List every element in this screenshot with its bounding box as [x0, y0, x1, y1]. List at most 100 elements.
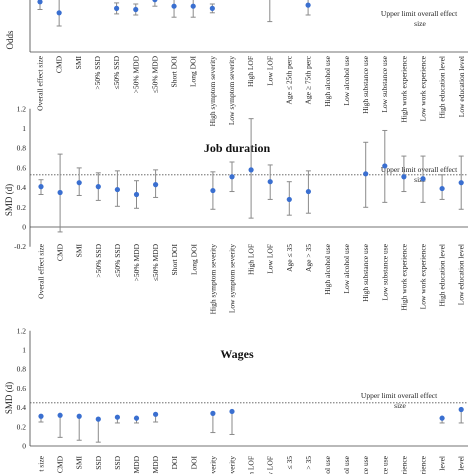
x-category-label: level	[457, 456, 466, 471]
y-axis-label: Odds	[5, 30, 15, 49]
x-category-label: Age > 35	[304, 244, 313, 272]
x-category-label: Short DOI	[170, 56, 179, 88]
x-category-label: ce use	[361, 455, 370, 474]
x-category-label: Low substance use	[380, 243, 389, 300]
x-category-label: Low LOF	[266, 244, 275, 274]
x-category-label: ≤50% MDD	[151, 243, 160, 281]
y-tick-label: 0.6	[17, 163, 27, 172]
x-category-label: Age ≤ 35	[285, 244, 294, 272]
data-point	[210, 410, 216, 416]
x-category-label: High substance use	[361, 55, 370, 114]
x-category-label: CMD	[55, 55, 64, 73]
x-category-label: High symptom severity	[208, 56, 217, 127]
x-category-label: ≤ 35	[285, 456, 294, 470]
data-point	[286, 196, 292, 203]
x-category-label: >50% MDD	[132, 243, 141, 281]
x-category-label: High LOF	[247, 244, 256, 275]
x-category-label: erience	[419, 455, 428, 474]
upper-limit-label: Upper limit overall effect size	[381, 9, 459, 28]
x-category-label: MDD	[132, 455, 141, 473]
data-point	[209, 5, 215, 11]
data-point	[38, 184, 44, 190]
data-point	[190, 3, 196, 9]
data-point	[420, 176, 426, 182]
x-category-label: t size	[37, 455, 46, 471]
x-category-label: MDD	[151, 455, 160, 473]
data-point	[114, 186, 120, 193]
y-tick-label: 0.8	[17, 365, 27, 374]
x-category-label: DOI	[189, 456, 198, 470]
data-point	[114, 5, 120, 11]
data-point	[76, 180, 82, 186]
x-category-label: Overall effect size	[36, 55, 45, 111]
data-point	[133, 191, 140, 198]
panel-job-duration: Job duration SMD (d) Upper limit overall…	[4, 104, 468, 314]
y-axis-label: SMD (d)	[4, 184, 14, 216]
x-category-label: ol use	[323, 455, 332, 473]
x-category-label: ce use	[380, 455, 389, 474]
x-category-label: >50% SSD	[94, 243, 103, 277]
data-point	[133, 6, 139, 13]
data-point	[153, 182, 159, 188]
x-category-label: Low substance use	[380, 55, 389, 112]
panel-wages: Wages SMD (d) Upper limit overall effect…	[4, 326, 468, 474]
panel-odds: Odds Upper limit overall effect size Ove…	[5, 0, 468, 126]
data-point	[95, 184, 101, 190]
data-point	[38, 413, 44, 419]
x-category-label: Short DOI	[170, 244, 179, 276]
x-category-label: Age ≥ 75th perc	[304, 55, 313, 104]
data-point	[95, 416, 101, 422]
x-category-label: ol use	[342, 455, 351, 473]
data-point	[114, 414, 120, 420]
x-category-label: >50% MDD	[131, 55, 140, 93]
data-point	[305, 188, 311, 195]
data-point	[458, 180, 464, 186]
y-tick-label: 1	[22, 346, 26, 355]
data-point	[229, 408, 235, 415]
x-category-label: > 35	[304, 456, 313, 470]
x-category-label: Low education level	[457, 244, 466, 305]
x-category-label: SMI	[74, 56, 83, 70]
y-tick-label: 0	[22, 223, 26, 232]
data-point	[229, 174, 235, 180]
data-point	[401, 174, 407, 180]
x-category-label: High education level	[438, 56, 447, 118]
upper-limit-label: Upper limit overall effect size	[361, 391, 439, 410]
x-category-label: Overall effect size	[37, 243, 46, 299]
x-category-label: erience	[399, 455, 408, 474]
x-category-label: High substance use	[361, 243, 370, 302]
y-tick-label: 0.6	[17, 384, 27, 393]
x-category-label: High symptom severity	[208, 244, 217, 315]
y-tick-label: 0.4	[17, 403, 27, 412]
x-category-label: Low work experience	[419, 55, 428, 121]
x-category-label: SMI	[75, 456, 84, 470]
x-category-label: High education level	[438, 244, 447, 306]
x-category-label: SSD	[94, 455, 103, 469]
y-axis-label: SMD (d)	[4, 382, 14, 414]
x-category-label: DOI	[170, 456, 179, 470]
x-category-label: High alcohol use	[323, 243, 332, 294]
data-point	[56, 10, 62, 16]
x-category-label: w LOF	[266, 456, 275, 474]
x-category-label: CMD	[56, 455, 65, 473]
data-point	[439, 185, 445, 192]
x-category-label: ≤50% SSD	[113, 243, 122, 277]
panel-title: Job duration	[204, 141, 271, 155]
x-category-label: ≤50% MDD	[150, 55, 159, 93]
x-category-label: Low education level	[457, 56, 466, 117]
x-category-label: >50% SSD	[93, 55, 102, 89]
y-tick-label: -0.2	[14, 242, 26, 251]
x-category-label: everity	[228, 456, 237, 474]
data-point	[305, 2, 311, 8]
panel-title: Wages	[220, 347, 254, 361]
x-category-label: High work experience	[399, 243, 408, 310]
y-tick-label: 0.2	[17, 422, 27, 431]
x-category-label: CMD	[56, 243, 65, 261]
y-tick-label: 0	[22, 442, 26, 451]
x-category-label: SMI	[75, 244, 84, 258]
data-point	[248, 167, 254, 173]
data-point	[57, 412, 63, 418]
y-tick-label: 0.8	[17, 144, 27, 153]
data-point	[363, 171, 369, 177]
